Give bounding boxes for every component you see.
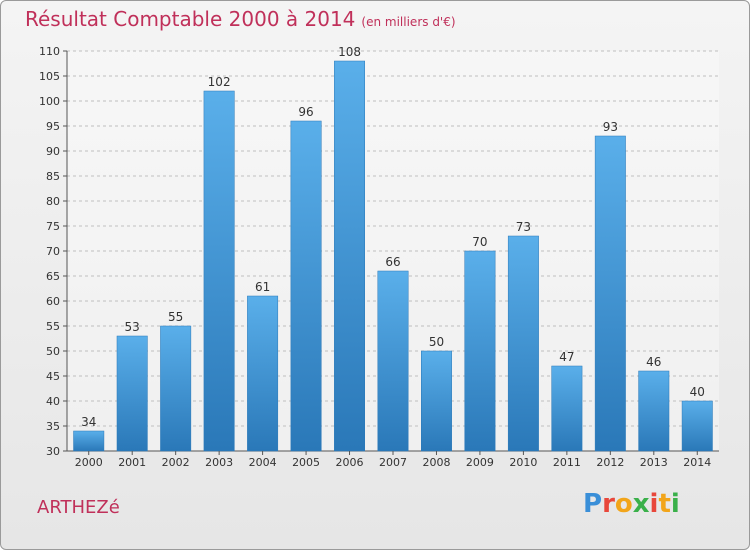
value-label-2007: 66	[385, 255, 400, 269]
title-unit: (en milliers d'€)	[361, 15, 456, 29]
title-main: Résultat Comptable 2000 à 2014	[25, 7, 356, 31]
x-tick-label-2005: 2005	[292, 456, 320, 469]
y-tick-label: 35	[46, 420, 60, 433]
bar-2008	[421, 350, 452, 452]
y-tick-label: 55	[46, 320, 60, 333]
value-label-2012: 93	[603, 120, 618, 134]
y-tick-label: 95	[46, 120, 60, 133]
y-tick-label: 110	[39, 45, 60, 58]
value-label-2002: 55	[168, 310, 183, 324]
x-tick-label-2000: 2000	[75, 456, 103, 469]
y-tick-label: 100	[39, 95, 60, 108]
bar-2013	[638, 370, 670, 452]
x-tick-label-2014: 2014	[683, 456, 711, 469]
value-label-2003: 102	[208, 75, 231, 89]
logo-letter: t	[658, 489, 671, 519]
x-tick-label-2012: 2012	[596, 456, 624, 469]
value-label-2001: 53	[125, 320, 140, 334]
value-label-2005: 96	[298, 105, 313, 119]
bar-2014	[681, 400, 713, 452]
bar-2012	[594, 135, 626, 452]
value-label-2004: 61	[255, 280, 270, 294]
x-tick-label-2002: 2002	[162, 456, 190, 469]
x-tick-label-2010: 2010	[509, 456, 537, 469]
bar-2000	[73, 430, 105, 452]
bar-2007	[377, 270, 409, 452]
value-label-2008: 50	[429, 335, 444, 349]
bar-2011	[551, 365, 583, 452]
x-tick-label-2008: 2008	[422, 456, 450, 469]
value-label-2014: 40	[690, 385, 705, 399]
bar-2004	[247, 295, 279, 452]
bar-2010	[507, 235, 539, 452]
x-tick-label-2009: 2009	[466, 456, 494, 469]
x-tick-label-2011: 2011	[553, 456, 581, 469]
value-label-2010: 73	[516, 220, 531, 234]
value-label-2009: 70	[472, 235, 487, 249]
x-tick-label-2007: 2007	[379, 456, 407, 469]
y-tick-label: 50	[46, 345, 60, 358]
x-tick-label-2003: 2003	[205, 456, 233, 469]
proxiti-logo: Proxiti	[583, 489, 680, 519]
logo-letter: o	[614, 489, 633, 519]
y-tick-label: 80	[46, 195, 60, 208]
commune-name: ARTHEZé	[37, 497, 120, 518]
y-tick-label: 40	[46, 395, 60, 408]
logo-letter: i	[649, 489, 659, 519]
y-tick-label: 75	[46, 220, 60, 233]
logo-letter: P	[583, 489, 603, 519]
y-tick-label: 45	[46, 370, 60, 383]
bar-2001	[116, 335, 148, 452]
value-label-2011: 47	[559, 350, 574, 364]
y-tick-label: 90	[46, 145, 60, 158]
y-tick-label: 30	[46, 445, 60, 458]
chart-title: Résultat Comptable 2000 à 2014 (en millie…	[25, 7, 456, 31]
bar-2005	[290, 120, 322, 452]
x-tick-label-2006: 2006	[336, 456, 364, 469]
bar-2003	[203, 90, 235, 452]
y-tick-label: 85	[46, 170, 60, 183]
bar-2006	[334, 60, 365, 452]
y-tick-label: 60	[46, 295, 60, 308]
y-tick-label: 105	[39, 70, 60, 83]
bar-2002	[160, 325, 192, 452]
bar-2009	[464, 250, 496, 452]
y-tick-label: 65	[46, 270, 60, 283]
y-tick-label: 70	[46, 245, 60, 258]
value-label-2013: 46	[646, 355, 661, 369]
logo-letter: r	[602, 489, 615, 519]
value-label-2000: 34	[81, 415, 96, 429]
logo-letter: i	[670, 489, 680, 519]
logo-letter: x	[632, 489, 650, 519]
value-label-2006: 108	[338, 45, 361, 59]
x-tick-label-2004: 2004	[249, 456, 277, 469]
x-tick-label-2013: 2013	[640, 456, 668, 469]
x-tick-label-2001: 2001	[118, 456, 146, 469]
